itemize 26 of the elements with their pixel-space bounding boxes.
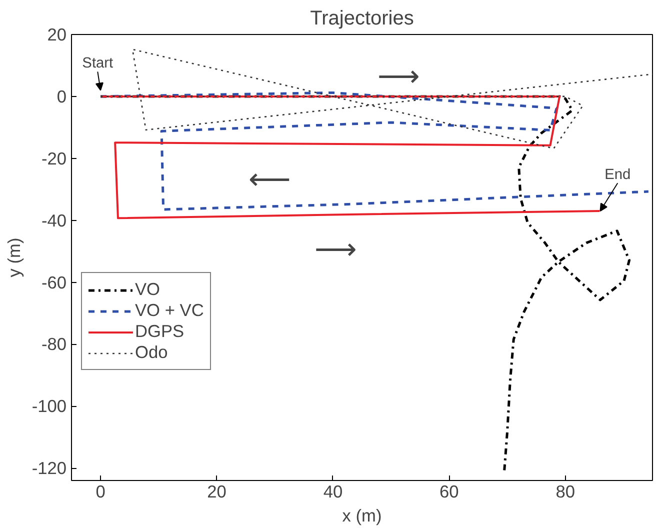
annotation: End [604,167,631,184]
y-tick-label: -20 [41,148,66,168]
chart-title: Trajectories [310,8,414,30]
annotation: ⟶ [378,60,420,93]
y-tick-label: -80 [41,334,66,354]
legend-label: VO [135,279,160,300]
y-tick-label: -100 [32,396,67,416]
annotation: Start [82,56,114,72]
y-tick-label: -120 [32,458,67,478]
x-axis-title: x (m) [342,506,382,526]
x-tick-label: 0 [96,482,106,502]
legend-label: Odo [135,342,168,363]
x-tick-label: 20 [207,482,226,502]
x-tick-label: 40 [323,482,343,502]
y-tick-label: -40 [41,210,66,230]
y-axis-title: y (m) [4,238,24,278]
y-tick-label: 0 [56,86,67,106]
line-series [99,91,650,211]
x-tick-label: 60 [440,482,459,502]
x-tick-label: 80 [556,482,575,502]
annotation: ⟶ [314,233,356,266]
legend-label: DGPS [135,321,184,342]
y-tick-label: -60 [41,272,66,292]
y-tick-label: 20 [47,24,67,44]
legend-label: VO + VC [135,300,204,321]
annotation: ⟵ [248,163,290,196]
